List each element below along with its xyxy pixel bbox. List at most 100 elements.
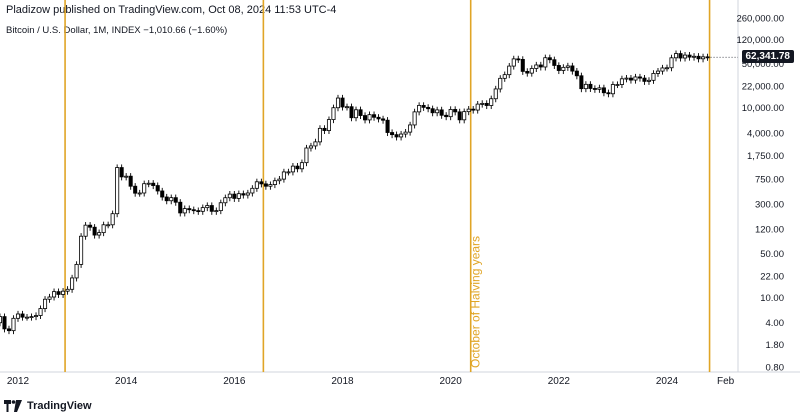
candle-body-down: [187, 208, 192, 211]
candle: [178, 199, 183, 217]
candle-body-up: [335, 97, 341, 109]
candle: [646, 77, 651, 85]
candle: [56, 288, 61, 298]
candle: [678, 50, 683, 62]
candle: [471, 106, 476, 114]
candle-body-up: [619, 78, 624, 85]
candle-body-up: [660, 67, 665, 72]
candle: [511, 55, 516, 70]
candle: [236, 190, 241, 202]
candle-body-up: [417, 105, 422, 113]
candle-body-down: [390, 132, 395, 136]
price-change: −1,010.66 (−1.60%): [143, 25, 228, 36]
candle: [20, 310, 25, 321]
candle-body-up: [466, 108, 471, 113]
candle-body-down: [525, 70, 530, 74]
candle: [403, 128, 408, 138]
candle: [187, 205, 192, 214]
candle: [290, 163, 295, 176]
candle-body-down: [570, 65, 575, 72]
x-tick-label: 2012: [7, 376, 30, 387]
candle: [673, 50, 679, 62]
candle-body-up: [529, 68, 534, 74]
candle-body-down: [2, 316, 7, 330]
candle: [133, 183, 138, 197]
candle-body-down: [520, 58, 525, 72]
candle: [417, 102, 422, 116]
candle: [146, 180, 151, 188]
candle: [664, 64, 670, 72]
candle: [376, 114, 381, 123]
candle: [426, 104, 431, 113]
candle: [547, 54, 552, 64]
candle-body-up: [646, 79, 651, 82]
candle: [655, 67, 661, 77]
candle-body-down: [92, 226, 97, 236]
candle: [0, 313, 2, 327]
candle-body-up: [498, 77, 503, 90]
candle: [52, 288, 57, 301]
candle-body-down: [687, 54, 692, 58]
candle: [701, 53, 706, 63]
candle-body-up: [565, 65, 570, 68]
candle: [399, 130, 404, 141]
candle-body-down: [457, 111, 462, 121]
price-chart[interactable]: 260,000.00 120,000.00 50,000.00 22,000.00 10…: [0, 0, 800, 396]
candle-body-up: [106, 224, 111, 227]
candle-body-up: [200, 207, 205, 212]
y-tick-label: 260,000.00: [736, 14, 784, 25]
y-tick-label: 4,000.00: [747, 128, 784, 139]
candle-body-up: [142, 183, 147, 194]
candle: [322, 125, 327, 135]
candle: [615, 81, 620, 89]
candle: [11, 315, 16, 335]
candle-body-down: [322, 127, 327, 131]
candle: [160, 187, 165, 201]
candle-body-up: [61, 290, 66, 295]
y-tick-label: 300.00: [755, 200, 784, 211]
candle-body-up: [272, 180, 277, 185]
candle-body-up: [353, 109, 359, 119]
y-tick-label: 1,750.00: [747, 151, 784, 162]
candle-body-down: [20, 313, 25, 318]
candle-body-up: [110, 213, 115, 226]
candle: [169, 194, 174, 205]
candle: [88, 222, 93, 231]
y-tick-label: 120.00: [755, 225, 784, 236]
candle: [308, 142, 313, 152]
candle: [65, 286, 70, 295]
x-tick-label: 2022: [548, 376, 571, 387]
candle-body-down: [588, 83, 593, 89]
candle-body-down: [574, 70, 579, 77]
tradingview-logo-icon: [4, 400, 22, 412]
candle-body-up: [701, 56, 706, 60]
candle: [583, 81, 588, 93]
candle: [408, 121, 413, 136]
candle-body-down: [426, 106, 431, 110]
candle: [692, 53, 697, 61]
candle-body-up: [281, 171, 286, 180]
candle: [155, 182, 160, 195]
candle-body-up: [683, 54, 688, 59]
candle-body-up: [633, 76, 638, 81]
candle: [372, 111, 377, 121]
candle-body-up: [24, 316, 30, 319]
candle: [151, 180, 156, 190]
candle: [628, 74, 633, 84]
candle: [349, 103, 354, 122]
candle-body-up: [169, 197, 174, 202]
candle-body-down: [385, 119, 390, 133]
candle-body-down: [439, 109, 444, 116]
candle: [543, 54, 548, 71]
candle: [592, 85, 597, 93]
candle-body-up: [277, 178, 282, 182]
candle: [272, 177, 277, 189]
candle: [363, 112, 368, 124]
candle-body-down: [160, 190, 165, 198]
candle: [254, 178, 259, 192]
candle-body-down: [178, 201, 183, 214]
candle-body-up: [0, 316, 2, 324]
candle: [556, 62, 561, 75]
y-tick-label: 10,000.00: [742, 103, 784, 114]
candle-body-down: [232, 193, 237, 199]
